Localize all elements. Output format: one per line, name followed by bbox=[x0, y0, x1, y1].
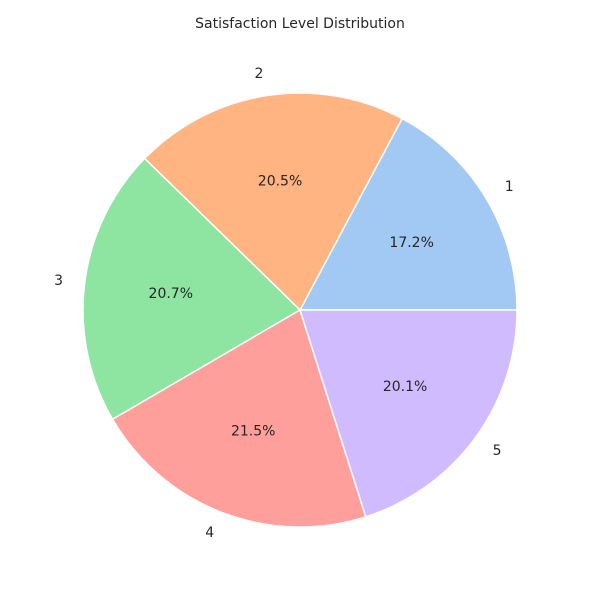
pie-category-label-2: 2 bbox=[254, 66, 263, 82]
pie-slice-4 bbox=[111, 309, 367, 528]
pie-percentage-label-3: 20.7% bbox=[149, 286, 193, 302]
chart-title: Satisfaction Level Distribution bbox=[195, 16, 405, 32]
pie-slice-5 bbox=[299, 309, 518, 518]
pie-percentage-label-5: 20.1% bbox=[383, 379, 427, 395]
pie-slice-1 bbox=[299, 117, 518, 311]
pie-category-label-5: 5 bbox=[493, 443, 502, 459]
pie-category-label-3: 3 bbox=[54, 273, 63, 289]
pie-percentage-label-4: 21.5% bbox=[231, 424, 275, 440]
pie-slice-3 bbox=[82, 157, 301, 421]
percentage-labels: 17.2% 20.5% 20.7% 21.5% 20.1% bbox=[149, 173, 434, 439]
pie-wedges bbox=[82, 92, 518, 528]
pie-slice-2 bbox=[143, 92, 403, 311]
pie-percentage-label-1: 17.2% bbox=[389, 235, 433, 251]
category-labels: 1 2 3 4 5 bbox=[54, 66, 513, 541]
pie-category-label-4: 4 bbox=[205, 525, 214, 541]
pie-category-label-1: 1 bbox=[505, 179, 514, 195]
pie-percentage-label-2: 20.5% bbox=[258, 173, 302, 189]
